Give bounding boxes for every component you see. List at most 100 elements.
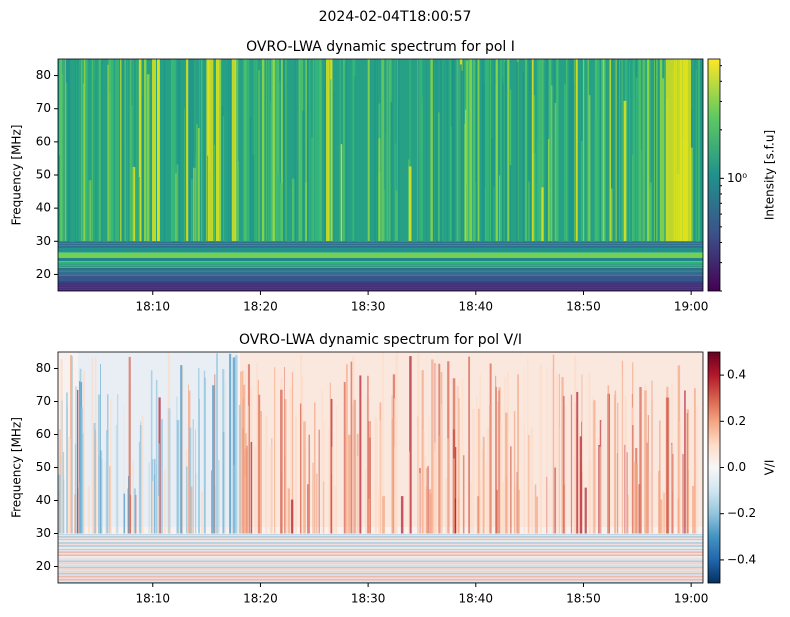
spectrum-cell [340,144,343,242]
spectrum-cell [696,406,698,534]
spectrum-cell [547,139,550,242]
spectrum-cell [649,59,651,242]
spectrum-cell [614,59,616,242]
spectrum-line [58,544,703,546]
spectrum-cell [452,458,456,534]
spectrum-cell [586,59,588,242]
spectrum-cell [472,408,475,534]
spectrum-cell [352,356,355,534]
spectrum-cell [654,59,657,242]
spectrum-cell [101,59,103,242]
spectrum-burst [157,59,160,242]
spectrum-cell [368,498,371,534]
spectrum-cell [555,372,558,534]
spectrum-cell [64,59,67,242]
spectrum-cell [596,59,600,242]
colorbar-tick-label: −0.2 [727,506,756,520]
spectrum-cell [492,186,495,242]
spectrum-cell [460,70,464,242]
spectrum-cell [255,59,258,242]
spectrum-cell [200,491,204,534]
spectrum-cell [157,496,160,534]
spectrum-cell [216,353,219,534]
spectrum-cell [214,374,216,534]
spectrum-cell [280,59,283,242]
spectrum-cell [268,59,270,242]
spectrum-cell [284,456,286,534]
spectrum-cell [500,421,503,534]
spectrum-line [58,252,703,253]
spectrum-cell [240,371,242,534]
spectrum-cell [235,59,239,242]
x-tick-label: 18:20 [243,300,278,314]
colorbar-tick-label: 10⁰ [727,171,747,185]
spectrum-cell [536,59,540,242]
spectrum-cell [417,353,420,534]
spectrum-cell [86,59,88,242]
y-tick-label: 70 [36,394,51,408]
spectrum-line [58,534,703,536]
spectrum-cell [378,138,381,242]
spectrum-cell [555,59,557,242]
spectrum-cell [587,59,589,242]
spectrum-cell [523,59,525,242]
spectrum-cell [584,487,587,534]
spectrum-cell [100,364,101,534]
spectrum-cell [316,473,318,534]
x-tick-label: 18:50 [566,300,601,314]
spectrum-cell [498,390,500,534]
spectrum-cell [423,430,425,534]
spectrum-line [58,567,703,568]
spectrum-cell [417,59,420,242]
spectrum-cell [198,398,200,534]
spectrum-cell [643,59,646,242]
spectrum-cell [662,78,665,242]
spectrum-cell [459,64,462,242]
spectrum-cell [499,175,501,242]
spectrum-cell [564,405,567,534]
spectrum-cell [312,59,314,242]
spectrum-line [58,256,703,258]
spectrum-cell [284,367,285,534]
spectrum-cell [343,381,346,534]
spectrum-cell [463,455,465,534]
colorbar-tick-label: 0.2 [727,414,746,428]
spectrum-line [58,249,703,251]
spectrum-cell [592,397,594,534]
spectrum-cell [614,390,617,534]
spectrum-cell [528,59,531,242]
spectrum-cell [531,59,534,242]
spectrum-cell [434,364,438,534]
spectrum-cell [377,59,378,242]
spectrum-cell [291,178,295,242]
spectrum-burst [666,59,682,242]
spectrum-cell [98,59,101,242]
spectrum-cell [470,481,473,534]
y-axis-label: Frequency [MHz] [10,125,24,226]
spectrum-cell [561,377,564,534]
spectrum-cell [80,407,84,534]
spectrum-cell [687,470,689,534]
y-tick-label: 50 [36,168,51,182]
spectrum-cell [79,381,81,534]
spectrum-cell [554,102,557,242]
spectrum-line [58,541,703,543]
spectrum-cell [548,489,550,534]
x-tick-label: 18:30 [351,592,386,606]
spectrum-cell [339,59,341,242]
spectrum-cell [482,436,485,534]
spectrum-cell [684,390,686,534]
spectrum-cell [649,182,652,242]
spectrum-cell [356,455,359,534]
spectrum-line [58,555,703,556]
x-tick-label: 19:00 [674,300,709,314]
spectrum-cell [528,181,530,242]
spectrum-cell [428,489,432,534]
spectrum-cell [618,59,620,242]
spectrum-line [58,570,703,571]
y-tick-label: 80 [36,68,51,82]
spectrum-cell [686,409,689,534]
spectrum-cell [274,367,275,534]
spectrum-cell [539,364,543,534]
spectrum-cell [241,370,244,534]
